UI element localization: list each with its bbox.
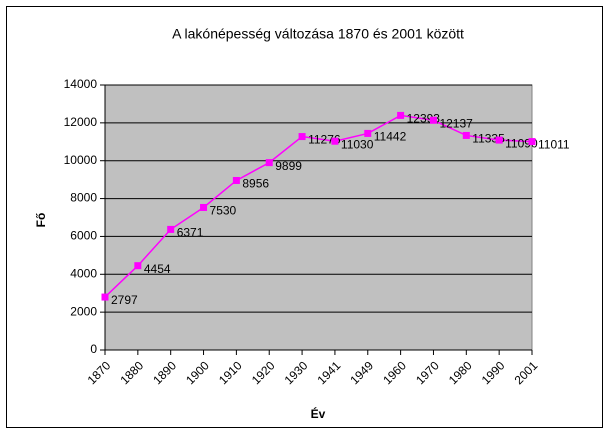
marker: [134, 262, 142, 270]
y-axis-label: Fő: [34, 213, 48, 228]
marker: [101, 293, 109, 301]
y-tick-label: 4000: [70, 266, 97, 280]
marker: [495, 136, 503, 144]
marker: [364, 129, 372, 137]
data-label: 12137: [439, 116, 473, 130]
y-tick-label: 0: [90, 342, 97, 356]
y-tick-label: 12000: [64, 115, 98, 129]
y-tick-label: 8000: [70, 191, 97, 205]
y-tick-label: 14000: [64, 77, 98, 91]
chart-title: A lakónépesség változása 1870 és 2001 kö…: [172, 26, 464, 42]
marker: [167, 225, 175, 233]
data-label: 9899: [275, 159, 302, 173]
data-label: 6371: [177, 226, 204, 240]
y-tick-label: 10000: [64, 153, 98, 167]
line: [104, 114, 533, 298]
data-label: 11442: [374, 130, 407, 144]
marker: [298, 133, 306, 141]
data-label: 11030: [341, 137, 374, 151]
marker: [429, 116, 437, 124]
data-label: 11011: [538, 138, 570, 152]
y-tick-label: 6000: [70, 229, 97, 243]
data-label: 8956: [242, 177, 269, 191]
marker: [397, 111, 405, 119]
marker: [265, 159, 273, 167]
marker: [232, 176, 240, 184]
marker: [200, 203, 208, 211]
y-tick-label: 2000: [70, 304, 97, 318]
marker: [462, 131, 470, 139]
marker: [528, 138, 536, 146]
plot-area: [104, 84, 533, 351]
data-label: 2797: [111, 293, 138, 307]
x-axis-label: Év: [311, 406, 326, 421]
marker: [331, 137, 339, 145]
data-label: 4454: [144, 262, 171, 276]
data-label: 7530: [210, 204, 237, 218]
